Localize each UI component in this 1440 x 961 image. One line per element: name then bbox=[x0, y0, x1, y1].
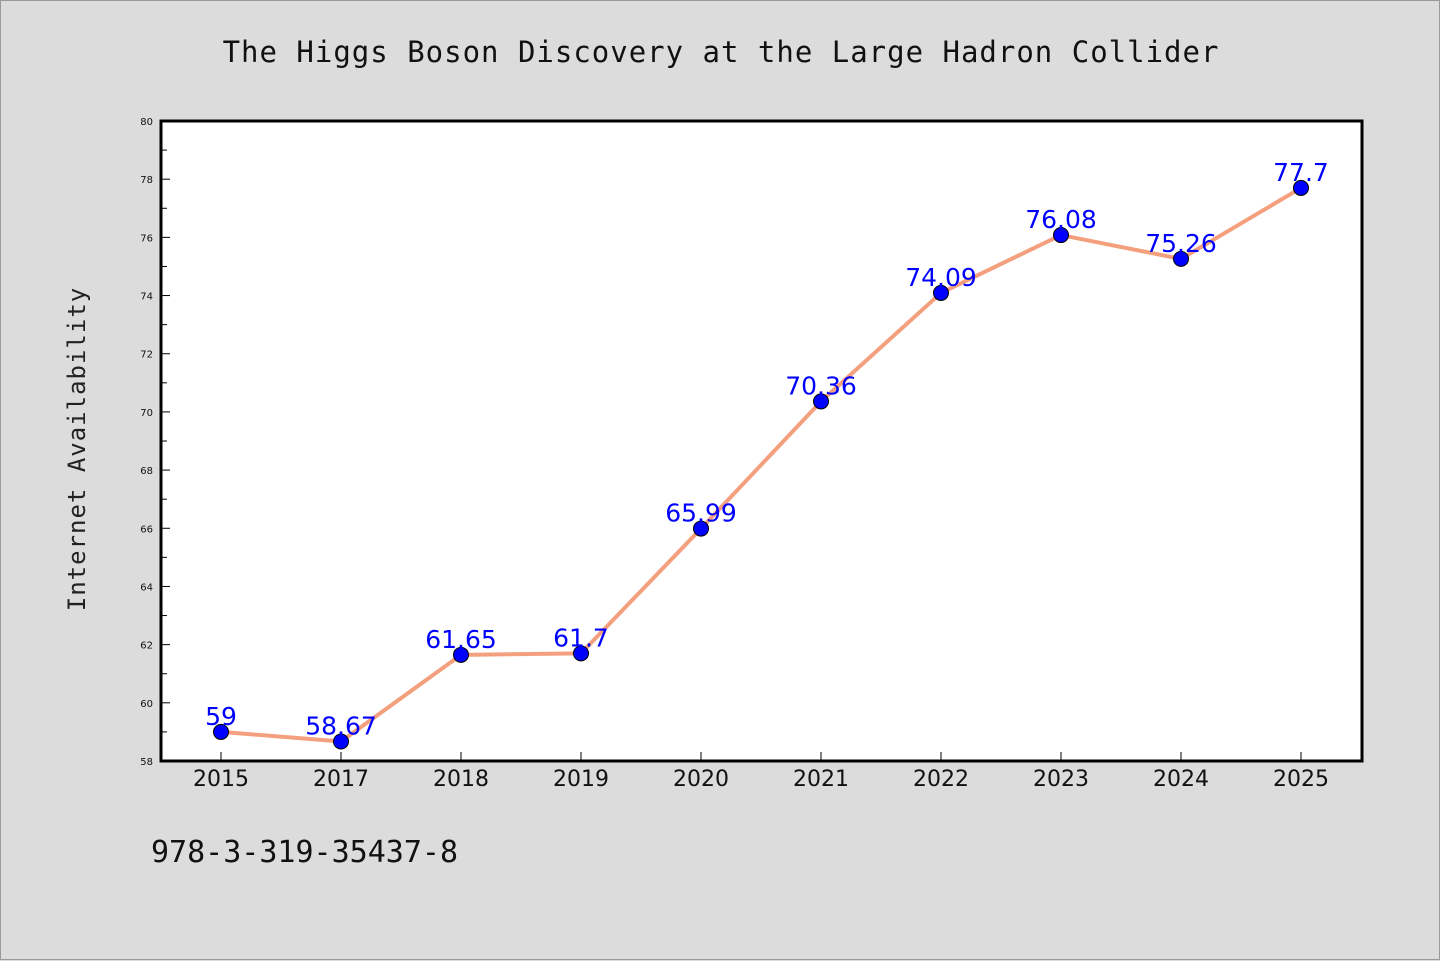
y-tick-label: 80 bbox=[140, 117, 153, 128]
data-point bbox=[573, 645, 589, 662]
x-axis-ticks: 2015 2017 2018 2019 2020 2021 2022 2023 2024 2025 bbox=[193, 752, 1329, 792]
data-point bbox=[1053, 227, 1069, 244]
data-point bbox=[693, 520, 709, 537]
y-tick-label: 62 bbox=[140, 641, 153, 652]
data-point bbox=[813, 393, 829, 410]
y-tick-label: 72 bbox=[140, 350, 153, 361]
x-tick-label: 2019 bbox=[553, 767, 609, 792]
y-tick-label: 76 bbox=[140, 233, 153, 244]
y-tick-label: 60 bbox=[140, 699, 153, 710]
data-labels: 59 58.67 61.65 61.7 65.99 70.36 74.09 76.08 75.2… bbox=[205, 158, 1329, 741]
plot-area bbox=[159, 119, 1364, 763]
y-tick-label: 68 bbox=[140, 466, 153, 477]
data-label: 61.65 bbox=[425, 625, 497, 654]
data-label: 65.99 bbox=[665, 499, 737, 528]
series-line bbox=[219, 185, 1303, 744]
y-tick-label: 78 bbox=[140, 175, 153, 186]
x-tick-label: 2023 bbox=[1033, 767, 1089, 792]
data-point bbox=[1173, 250, 1189, 267]
chart-title: The Higgs Boson Discovery at the Large H… bbox=[222, 35, 1220, 69]
data-label: 77.7 bbox=[1273, 158, 1329, 187]
data-label: 75.26 bbox=[1145, 229, 1217, 258]
x-tick-label: 2021 bbox=[793, 767, 849, 792]
y-axis-ticks: 58 60 62 64 66 68 70 72 74 76 78 80 bbox=[140, 117, 170, 768]
x-tick-label: 2015 bbox=[193, 767, 249, 792]
x-tick-label: 2018 bbox=[433, 767, 489, 792]
data-label: 58.67 bbox=[305, 712, 377, 741]
y-tick-label: 70 bbox=[140, 408, 153, 419]
series-line-group bbox=[219, 185, 1303, 744]
y-tick-label: 64 bbox=[140, 582, 153, 593]
data-label: 70.36 bbox=[785, 371, 857, 400]
data-point bbox=[1293, 179, 1309, 196]
data-label: 74.09 bbox=[905, 263, 977, 292]
data-label: 59 bbox=[205, 702, 237, 731]
data-point bbox=[333, 733, 349, 750]
y-tick-label: 66 bbox=[140, 524, 153, 535]
y-tick-label: 58 bbox=[140, 757, 153, 768]
data-point bbox=[213, 723, 229, 740]
y-tick-label: 74 bbox=[140, 292, 153, 303]
data-markers bbox=[213, 179, 1309, 750]
data-point bbox=[453, 646, 469, 663]
data-label: 61.7 bbox=[553, 623, 609, 652]
footer-code: 978-3-319-35437-8 bbox=[151, 835, 459, 870]
x-tick-label: 2017 bbox=[313, 767, 369, 792]
x-tick-label: 2024 bbox=[1153, 767, 1209, 792]
data-label: 76.08 bbox=[1025, 205, 1097, 234]
x-tick-label: 2022 bbox=[913, 767, 969, 792]
data-point bbox=[933, 284, 949, 301]
x-tick-label: 2020 bbox=[673, 767, 729, 792]
x-tick-label: 2025 bbox=[1273, 767, 1329, 792]
